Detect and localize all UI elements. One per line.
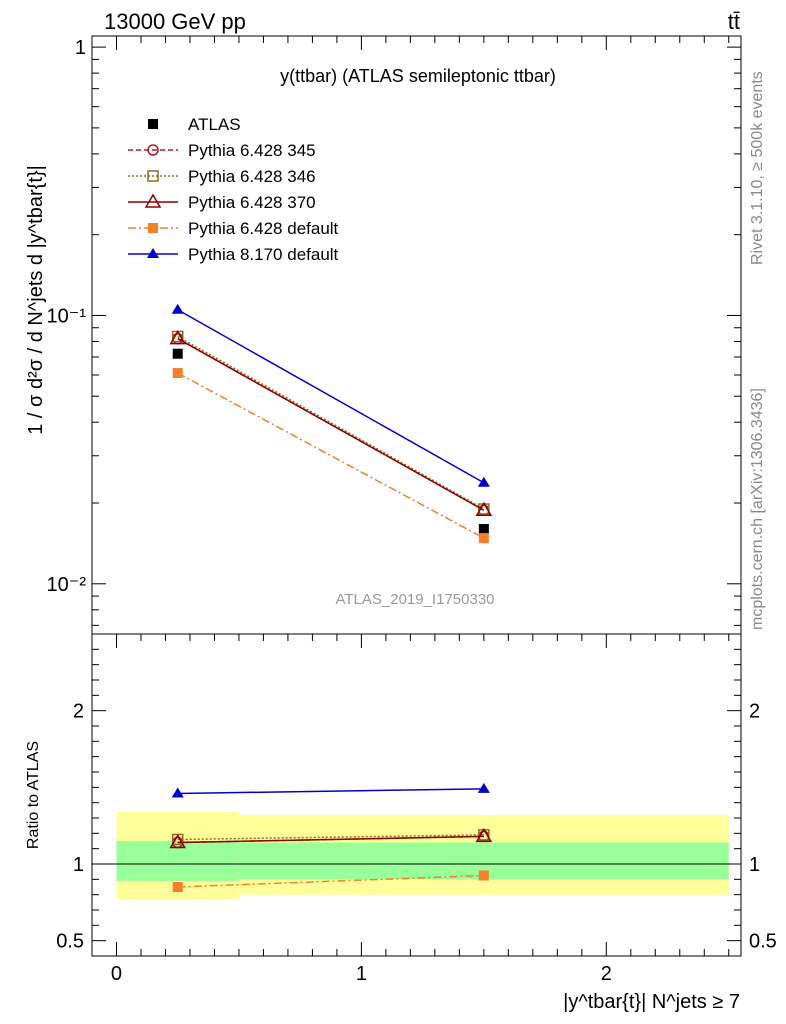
ratio-line xyxy=(177,835,484,844)
data-point xyxy=(172,348,183,359)
rivet-label: Rivet 3.1.10, ≥ 500k events xyxy=(749,71,766,265)
data-point xyxy=(169,330,187,345)
legend-label: Pythia 6.428 345 xyxy=(188,141,316,160)
ratio-point xyxy=(171,787,184,798)
ratio-y-tick-label: 0.5 xyxy=(56,931,84,953)
main-y-tick-label: 10⁻¹ xyxy=(47,305,87,327)
legend-marker xyxy=(148,223,158,233)
series-line xyxy=(177,335,485,510)
legend-label: Pythia 6.428 346 xyxy=(188,167,316,186)
main-title: y(ttbar) (ATLAS semileptonic ttbar) xyxy=(280,66,556,86)
ratio-point xyxy=(475,827,493,843)
x-tick-label: 0 xyxy=(111,963,122,985)
legend-label: Pythia 6.428 default xyxy=(188,219,339,238)
data-point xyxy=(477,476,490,487)
ratio-panel: 0.5 0.5 1 1 2 2 0 1 2 Ratio to ATLAS |y^tbar{t}… xyxy=(25,36,777,1013)
legend-marker xyxy=(147,170,159,182)
ratio-line xyxy=(177,788,484,795)
data-point xyxy=(475,501,493,516)
main-marks xyxy=(169,303,493,544)
series-line xyxy=(177,309,485,484)
legend: ATLAS Pythia 6.428 345 Pythia 6.428 346 Pyt… xyxy=(128,115,339,264)
energy-label: 13000 GeV pp xyxy=(104,9,246,34)
data-point xyxy=(478,524,489,535)
ratio-y-tick-label: 2 xyxy=(73,701,84,723)
ratio-point xyxy=(172,882,183,892)
ratio-y-tick-label-right: 0.5 xyxy=(749,931,777,953)
data-point xyxy=(172,368,183,379)
process-label: tt̄ xyxy=(728,9,740,34)
ratio-marks xyxy=(169,782,493,892)
main-y-tick-label: 10⁻² xyxy=(47,574,87,596)
ratio-y-tick-label-right: 2 xyxy=(749,701,760,723)
ratio-y-tick-label: 1 xyxy=(73,854,84,876)
data-point xyxy=(171,303,184,314)
analysis-id: ATLAS_2019_I1750330 xyxy=(335,591,494,608)
ratio-line xyxy=(177,874,484,888)
legend-marker xyxy=(148,119,158,129)
main-y-ticks: 10⁻² 10⁻¹ 1 xyxy=(47,37,741,626)
x-axis-label: |y^tbar{t}| N^jets ≥ 7 xyxy=(563,991,740,1013)
data-point xyxy=(478,533,489,544)
legend-marker xyxy=(147,144,159,156)
legend-marker xyxy=(144,193,162,208)
x-tick-label: 2 xyxy=(601,963,612,985)
main-y-tick-label: 1 xyxy=(75,37,86,59)
ratio-y-axis-label: Ratio to ATLAS xyxy=(25,741,42,849)
legend-label: Pythia 8.170 default xyxy=(188,245,339,264)
legend-label: Pythia 6.428 370 xyxy=(188,193,316,212)
main-panel: 10⁻² 10⁻¹ 1 y(ttbar) (ATLAS semileptonic t… xyxy=(25,35,742,635)
ratio-frame xyxy=(91,633,742,957)
ratio-y-ticks: 0.5 0.5 1 1 2 2 xyxy=(56,648,777,953)
ratio-point xyxy=(477,782,490,793)
ratio-x-ticks: 0 1 2 xyxy=(111,36,730,985)
ratio-y-tick-label-right: 1 xyxy=(749,854,760,876)
series-line xyxy=(177,372,485,539)
ratio-point xyxy=(169,834,187,849)
main-y-axis-label: 1 / σ d²σ / d N^jets d |y^tbar{t}| xyxy=(25,165,47,435)
series-line xyxy=(177,337,485,511)
x-tick-label: 1 xyxy=(356,963,367,985)
mcplots-label: mcplots.cern.ch [arXiv:1306.3436] xyxy=(749,388,766,630)
legend-label: ATLAS xyxy=(188,115,241,134)
ratio-point xyxy=(478,870,489,881)
legend-marker xyxy=(147,248,159,258)
ratio-line xyxy=(177,834,484,841)
